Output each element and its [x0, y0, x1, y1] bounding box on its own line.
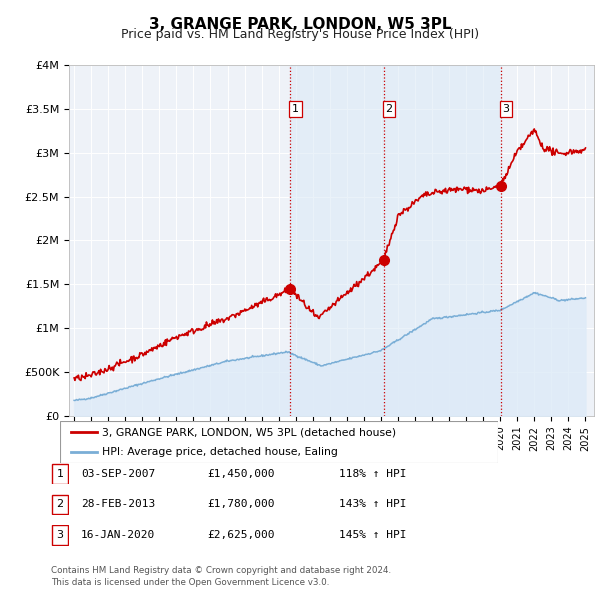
Text: 1: 1: [56, 469, 64, 478]
Text: 3: 3: [503, 104, 509, 114]
Text: 2: 2: [385, 104, 392, 114]
Text: 118% ↑ HPI: 118% ↑ HPI: [339, 469, 407, 478]
FancyBboxPatch shape: [52, 494, 68, 514]
Bar: [290, 65, 501, 416]
Text: 3, GRANGE PARK, LONDON, W5 3PL (detached house): 3, GRANGE PARK, LONDON, W5 3PL (detached…: [101, 427, 396, 437]
FancyBboxPatch shape: [52, 525, 68, 545]
Text: 143% ↑ HPI: 143% ↑ HPI: [339, 500, 407, 509]
Text: HPI: Average price, detached house, Ealing: HPI: Average price, detached house, Eali…: [101, 447, 337, 457]
Text: 1: 1: [292, 104, 299, 114]
Text: 145% ↑ HPI: 145% ↑ HPI: [339, 530, 407, 540]
FancyBboxPatch shape: [60, 421, 498, 463]
Text: £1,780,000: £1,780,000: [207, 500, 275, 509]
FancyBboxPatch shape: [52, 464, 68, 484]
Text: 2: 2: [56, 500, 64, 509]
Text: 03-SEP-2007: 03-SEP-2007: [81, 469, 155, 478]
Text: 3: 3: [56, 530, 64, 540]
Text: £1,450,000: £1,450,000: [207, 469, 275, 478]
Text: 28-FEB-2013: 28-FEB-2013: [81, 500, 155, 509]
Text: Price paid vs. HM Land Registry's House Price Index (HPI): Price paid vs. HM Land Registry's House …: [121, 28, 479, 41]
Text: 16-JAN-2020: 16-JAN-2020: [81, 530, 155, 540]
Text: 3, GRANGE PARK, LONDON, W5 3PL: 3, GRANGE PARK, LONDON, W5 3PL: [149, 17, 451, 31]
Text: £2,625,000: £2,625,000: [207, 530, 275, 540]
Text: Contains HM Land Registry data © Crown copyright and database right 2024.
This d: Contains HM Land Registry data © Crown c…: [51, 566, 391, 587]
